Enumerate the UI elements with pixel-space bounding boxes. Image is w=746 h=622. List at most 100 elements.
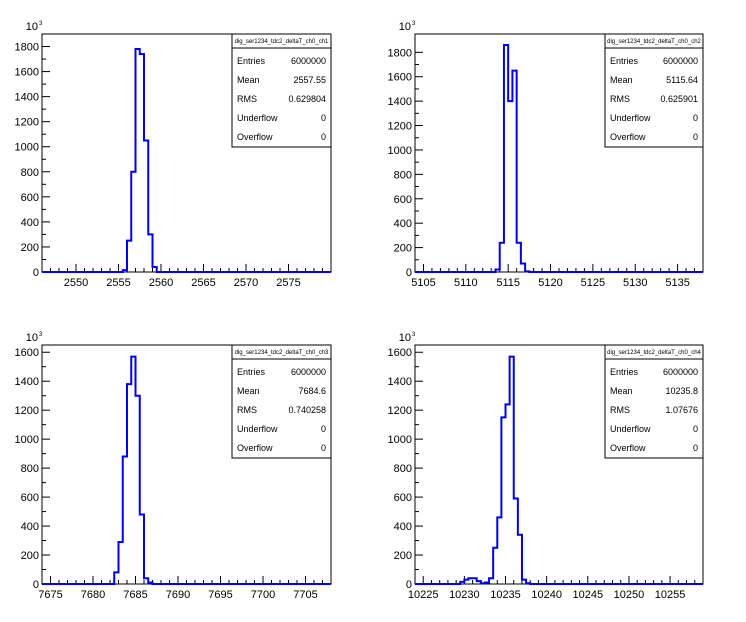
histogram-bin — [508, 101, 512, 272]
histogram-bin — [148, 234, 152, 272]
stats-box: dig_ser1234_tdc2_deltaT_ch0_ch2 Entries 60… — [604, 33, 704, 148]
y-tick-label: 0 — [33, 267, 39, 279]
stats-value: 6000000 — [291, 367, 326, 377]
histogram-bin — [504, 45, 508, 272]
x-tick-label: 2565 — [191, 277, 215, 289]
stats-value: 0 — [321, 113, 326, 123]
x-tick-label: 5110 — [454, 277, 478, 289]
histogram-bin — [127, 384, 131, 584]
histogram-bin — [489, 578, 493, 584]
stats-value: 0 — [693, 443, 698, 453]
x-tick-label: 10255 — [655, 589, 686, 601]
x-tick-label: 7675 — [38, 589, 62, 601]
x-tick-label: 2570 — [234, 277, 258, 289]
histogram-bin — [460, 582, 464, 584]
stats-label: RMS — [610, 405, 630, 415]
histogram-bin — [140, 514, 144, 584]
stats-box: dig_ser1234_tdc2_deltaT_ch0_ch3 Entries 60… — [231, 344, 332, 459]
y-tick-label: 1400 — [15, 92, 39, 104]
y-tick-label: 1200 — [15, 117, 39, 129]
stats-label: Overflow — [610, 132, 646, 142]
stats-label: RMS — [237, 94, 257, 104]
stats-label: Underflow — [610, 113, 651, 123]
stats-box: dig_ser1234_tdc2_deltaT_ch0_ch4 Entries 60… — [604, 344, 704, 459]
stats-value: 0.625901 — [660, 94, 698, 104]
stats-label: Overflow — [237, 132, 273, 142]
x-tick-label: 7700 — [251, 589, 275, 601]
y-exponent-power: 3 — [39, 21, 43, 27]
y-tick-label: 600 — [21, 192, 39, 204]
stats-value: 0 — [693, 424, 698, 434]
stats-value: 0 — [693, 132, 698, 142]
y-tick-label: 1200 — [15, 405, 39, 417]
stats-label: Mean — [610, 75, 633, 85]
y-exponent-power: 3 — [412, 21, 416, 27]
histogram-bin — [526, 583, 530, 584]
x-tick-label: 7685 — [123, 589, 147, 601]
histogram-bin — [501, 417, 505, 584]
y-exponent-label: 10 — [26, 332, 38, 344]
x-tick-label: 5120 — [538, 277, 562, 289]
y-tick-label: 600 — [21, 492, 39, 504]
x-tick-label: 5125 — [581, 277, 605, 289]
x-tick-label: 7705 — [293, 589, 317, 601]
x-tick-label: 10245 — [573, 589, 604, 601]
y-exponent-power: 3 — [39, 332, 43, 338]
histogram-bin — [464, 580, 468, 584]
y-tick-label: 200 — [21, 242, 39, 254]
stats-value: 0.629804 — [288, 94, 326, 104]
histogram-bin — [473, 578, 477, 584]
histogram-panel-1: 0 200 400 600 800 1000 1200 1400 1600 1800 10 3 2550… — [15, 21, 332, 289]
y-tick-label: 1000 — [388, 434, 412, 446]
stats-value: 0 — [321, 424, 326, 434]
y-tick-label: 1600 — [15, 67, 39, 79]
histogram-bin — [131, 172, 135, 272]
histogram-bin — [514, 499, 518, 584]
y-tick-label: 800 — [21, 463, 39, 475]
histogram-bin — [525, 271, 529, 272]
stats-label: Entries — [237, 56, 266, 66]
histogram-line — [42, 355, 331, 585]
stats-title: dig_ser1234_tdc2_deltaT_ch0_ch2 — [607, 39, 701, 45]
y-tick-label: 800 — [21, 167, 39, 179]
x-tick-label: 2555 — [106, 277, 130, 289]
x-tick-label: 2575 — [276, 277, 300, 289]
y-tick-label: 1600 — [388, 347, 412, 359]
stats-value: 0 — [321, 132, 326, 142]
histogram-bin — [123, 270, 127, 272]
histogram-bin — [119, 542, 123, 584]
x-tick-label: 10250 — [614, 589, 645, 601]
histogram-bin — [495, 270, 499, 272]
y-tick-label: 1600 — [15, 347, 39, 359]
y-tick-label: 800 — [394, 463, 412, 475]
x-tick-label: 10235 — [490, 589, 521, 601]
stats-label: Overflow — [610, 443, 646, 453]
y-tick-label: 1800 — [15, 42, 39, 54]
stats-label: Mean — [237, 386, 260, 396]
stats-label: Underflow — [237, 113, 278, 123]
x-tick-label: 7690 — [166, 589, 190, 601]
histogram-bin — [493, 548, 497, 584]
histogram-panel-2: 0 200 400 600 800 1000 1200 1400 1600 1800 10 3 5105… — [388, 21, 704, 289]
x-tick-label: 10240 — [531, 589, 562, 601]
histogram-bin — [512, 71, 516, 272]
histogram-bin — [521, 263, 525, 272]
histogram-bin — [136, 396, 140, 584]
x-tick-label: 7680 — [81, 589, 105, 601]
stats-value: 1.07676 — [665, 405, 698, 415]
y-tick-label: 1200 — [388, 405, 412, 417]
y-exponent-label: 10 — [26, 21, 38, 33]
y-tick-label: 1400 — [15, 376, 39, 388]
stats-value: 0 — [693, 113, 698, 123]
stats-box-frame — [604, 33, 704, 148]
histogram-bin — [144, 578, 148, 584]
histogram-bin — [127, 241, 131, 272]
histogram-bin — [148, 583, 152, 584]
stats-title: dig_ser1234_tdc2_deltaT_ch0_ch1 — [235, 39, 329, 45]
x-tick-label: 10225 — [408, 589, 439, 601]
stats-label: Mean — [237, 75, 260, 85]
histogram-bin — [477, 581, 481, 584]
histogram-panel-3: 0 200 400 600 800 1000 1200 1400 1600 10 3 7675 7680… — [15, 332, 332, 601]
stats-label: Entries — [237, 367, 266, 377]
